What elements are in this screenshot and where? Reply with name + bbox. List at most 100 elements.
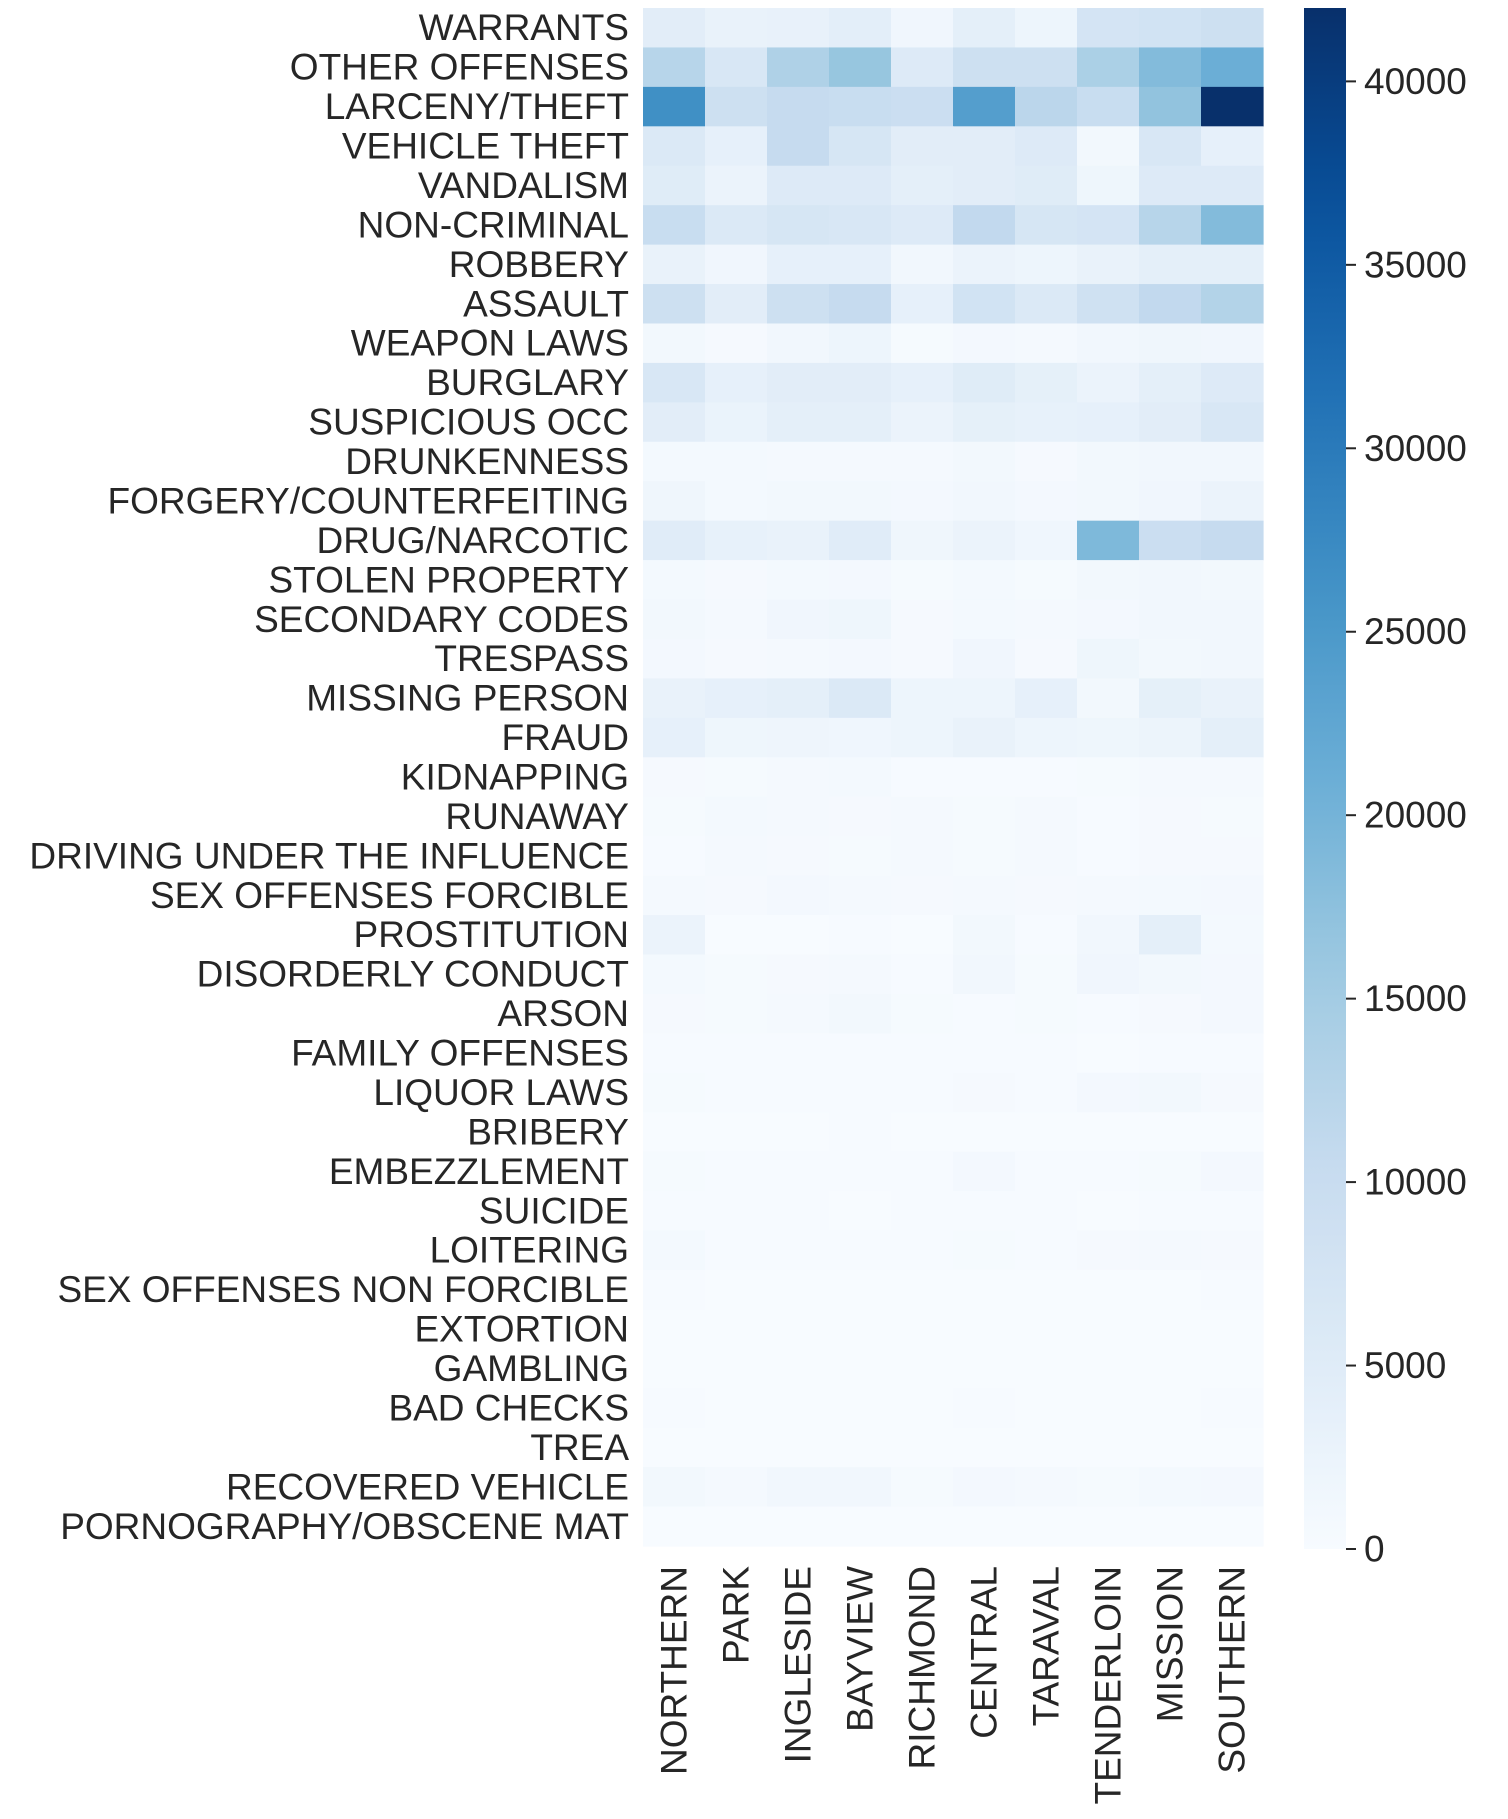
y-tick-label: EXTORTION: [414, 1309, 629, 1350]
heatmap-cell: [1139, 599, 1202, 640]
heatmap-cell: [705, 244, 768, 285]
heatmap-cell: [643, 126, 706, 167]
heatmap-cell: [1201, 757, 1264, 798]
heatmap-cell: [767, 441, 830, 482]
heatmap-cell: [1077, 1388, 1140, 1429]
heatmap-cell: [829, 402, 892, 443]
heatmap-cell: [767, 47, 830, 88]
heatmap-cell: [891, 205, 954, 246]
heatmap-cell: [1077, 1151, 1140, 1192]
heatmap-cell: [1139, 165, 1202, 206]
heatmap-cell: [1139, 796, 1202, 837]
heatmap-cell: [1201, 1230, 1264, 1271]
heatmap-cell: [1015, 757, 1078, 798]
heatmap-cell: [829, 1467, 892, 1508]
heatmap-cell: [643, 757, 706, 798]
heatmap-cell: [1015, 954, 1078, 995]
heatmap-cell: [1201, 717, 1264, 758]
heatmap-cell: [767, 1230, 830, 1271]
heatmap-cell: [767, 481, 830, 522]
heatmap-cell: [891, 915, 954, 956]
heatmap-cell: [643, 1388, 706, 1429]
heatmap-cell: [1077, 244, 1140, 285]
heatmap-cell: [1139, 560, 1202, 601]
colorbar-tick-label: 10000: [1364, 1162, 1467, 1203]
colorbar-tick-label: 30000: [1364, 428, 1467, 469]
heatmap-cell: [1201, 1269, 1264, 1310]
heatmap-cell: [953, 1230, 1016, 1271]
y-tick-label: LOITERING: [430, 1230, 629, 1271]
heatmap-cell: [643, 441, 706, 482]
heatmap-cell: [643, 954, 706, 995]
heatmap-cell: [767, 1033, 830, 1074]
heatmap-cell: [953, 1506, 1016, 1547]
heatmap-cell: [643, 86, 706, 127]
heatmap-cell: [1015, 441, 1078, 482]
heatmap-cell: [829, 1427, 892, 1468]
heatmap-cell: [1139, 1467, 1202, 1508]
heatmap-cell: [1077, 915, 1140, 956]
heatmap-cell: [829, 717, 892, 758]
heatmap-cell: [1201, 1388, 1264, 1429]
heatmap-cell: [953, 875, 1016, 916]
heatmap-cell: [643, 1269, 706, 1310]
y-tick-label: MISSING PERSON: [306, 678, 629, 719]
heatmap-cell: [1015, 362, 1078, 403]
heatmap-cell: [1201, 47, 1264, 88]
heatmap-cell: [1077, 1033, 1140, 1074]
heatmap-cell: [643, 1072, 706, 1113]
heatmap-cell: [953, 678, 1016, 719]
heatmap-cell: [1077, 1427, 1140, 1468]
y-tick-label: OTHER OFFENSES: [290, 47, 629, 88]
heatmap-cell: [705, 717, 768, 758]
heatmap-cell: [953, 1309, 1016, 1350]
heatmap-cell: [953, 638, 1016, 680]
heatmap-cell: [1015, 323, 1078, 364]
y-tick-label: RUNAWAY: [445, 796, 629, 837]
heatmap-cell: [1139, 717, 1202, 758]
colorbar-tick-label: 15000: [1364, 978, 1467, 1019]
heatmap-cell: [705, 86, 768, 127]
heatmap-cell: [643, 1506, 706, 1547]
heatmap-cell: [705, 1269, 768, 1310]
heatmap-cell: [1139, 1191, 1202, 1232]
heatmap-cell: [643, 8, 706, 49]
y-tick-label: PROSTITUTION: [354, 914, 629, 955]
heatmap-cell: [829, 1348, 892, 1389]
x-tick-label: TARAVAL: [1026, 1566, 1067, 1726]
y-tick-label: NON-CRIMINAL: [358, 204, 629, 245]
heatmap-cell: [829, 915, 892, 956]
heatmap-cell: [767, 954, 830, 995]
heatmap-cell: [767, 205, 830, 246]
heatmap-cell: [643, 915, 706, 956]
heatmap-cell: [1077, 1230, 1140, 1271]
heatmap-cell: [953, 717, 1016, 758]
x-tick-label: PARK: [716, 1566, 757, 1664]
heatmap-cell: [1139, 1072, 1202, 1113]
heatmap-cell: [953, 757, 1016, 798]
heatmap-cell: [1139, 1151, 1202, 1192]
heatmap-cell: [1139, 126, 1202, 167]
heatmap-cell: [891, 599, 954, 640]
y-tick-label: SUICIDE: [479, 1190, 629, 1231]
heatmap-cell: [643, 1230, 706, 1271]
heatmap-cell: [1201, 1348, 1264, 1389]
y-tick-label: BRIBERY: [467, 1111, 629, 1152]
heatmap-cell: [829, 520, 892, 561]
heatmap-cell: [1201, 205, 1264, 246]
colorbar: [1304, 8, 1346, 1549]
heatmap-cell: [829, 1151, 892, 1192]
heatmap-cell: [891, 520, 954, 561]
heatmap-cell: [643, 1191, 706, 1232]
heatmap-cell: [643, 1033, 706, 1074]
heatmap-cell: [767, 402, 830, 443]
heatmap-cell: [643, 165, 706, 206]
heatmap-cell: [767, 757, 830, 798]
heatmap-cell: [953, 284, 1016, 325]
heatmap-cell: [891, 441, 954, 482]
heatmap-cell: [1077, 86, 1140, 127]
heatmap-cell: [1139, 954, 1202, 995]
heatmap-cell: [705, 954, 768, 995]
heatmap-cell: [953, 1072, 1016, 1113]
heatmap-cell: [705, 47, 768, 88]
